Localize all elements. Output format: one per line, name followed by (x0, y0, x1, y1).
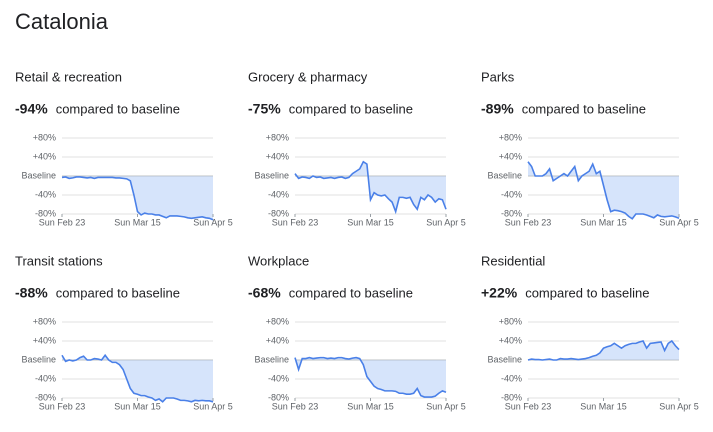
line (294, 356, 447, 398)
y-tick-label: Baseline (254, 354, 289, 364)
y-tick-label: -40% (268, 373, 289, 383)
x-tick-label: Sun Feb 23 (505, 401, 552, 411)
y-tick-label: +80% (499, 316, 522, 326)
y-tick-label: +40% (266, 151, 289, 161)
area (62, 355, 213, 402)
y-tick-label: -80% (35, 208, 56, 218)
area (295, 161, 446, 212)
y-tick-label: -40% (501, 373, 522, 383)
y-tick-label: +80% (33, 132, 56, 142)
y-tick-label: -40% (268, 189, 289, 199)
line (294, 160, 447, 215)
line (527, 161, 680, 220)
area (528, 341, 679, 360)
y-tick-label: -40% (35, 189, 56, 199)
headline: -89% (481, 101, 514, 117)
x-tick-label: Sun Apr 5 (426, 217, 466, 227)
y-tick-label: -80% (501, 392, 522, 402)
x-tick-label: Sun Feb 23 (39, 217, 86, 227)
y-tick-label: -40% (35, 373, 56, 383)
x-tick-label: Sun Feb 23 (505, 217, 552, 227)
x-tick-label: Sun Feb 23 (272, 217, 319, 227)
headline-suffix: compared to baseline (522, 101, 646, 116)
y-tick-label: +40% (266, 335, 289, 345)
y-tick-label: -80% (268, 208, 289, 218)
y-tick-label: +80% (266, 132, 289, 142)
chart-title: Grocery & pharmacy (248, 69, 368, 84)
y-tick-label: +40% (33, 151, 56, 161)
page-title: Catalonia (15, 9, 109, 34)
x-tick-label: Sun Apr 5 (426, 401, 466, 411)
x-tick-label: Sun Mar 15 (580, 217, 627, 227)
x-tick-label: Sun Apr 5 (659, 217, 699, 227)
y-tick-label: +40% (499, 151, 522, 161)
line (61, 353, 214, 403)
y-tick-label: Baseline (254, 170, 289, 180)
y-tick-label: -80% (501, 208, 522, 218)
chart-title: Transit stations (15, 253, 103, 268)
y-tick-label: +40% (499, 335, 522, 345)
chart-title: Parks (481, 69, 515, 84)
headline-suffix: compared to baseline (289, 101, 413, 116)
y-tick-label: Baseline (487, 354, 522, 364)
x-tick-label: Sun Mar 15 (347, 217, 394, 227)
y-tick-label: Baseline (487, 170, 522, 180)
x-tick-label: Sun Apr 5 (659, 401, 699, 411)
x-tick-label: Sun Mar 15 (580, 401, 627, 411)
headline: -75% (248, 101, 281, 117)
area (62, 176, 213, 220)
x-tick-label: Sun Feb 23 (272, 401, 319, 411)
area (295, 357, 446, 398)
line (527, 339, 680, 361)
headline-suffix: compared to baseline (56, 101, 180, 116)
headline: -94% (15, 101, 48, 117)
headline-suffix: compared to baseline (56, 285, 180, 300)
headline: -88% (15, 285, 48, 301)
x-tick-label: Sun Mar 15 (114, 401, 161, 411)
headline: -68% (248, 285, 281, 301)
chart-title: Residential (481, 253, 545, 268)
x-tick-label: Sun Mar 15 (347, 401, 394, 411)
y-tick-label: Baseline (21, 170, 56, 180)
y-tick-label: +80% (266, 316, 289, 326)
x-tick-label: Sun Apr 5 (193, 217, 233, 227)
line (61, 176, 214, 221)
y-tick-label: -80% (35, 392, 56, 402)
y-tick-label: +80% (499, 132, 522, 142)
headline: +22% (481, 285, 518, 301)
y-tick-label: +40% (33, 335, 56, 345)
headline-suffix: compared to baseline (289, 285, 413, 300)
x-tick-label: Sun Feb 23 (39, 401, 86, 411)
y-tick-label: -80% (268, 392, 289, 402)
x-tick-label: Sun Mar 15 (114, 217, 161, 227)
y-tick-label: +80% (33, 316, 56, 326)
y-tick-label: Baseline (21, 354, 56, 364)
headline-suffix: compared to baseline (525, 285, 649, 300)
x-tick-label: Sun Apr 5 (193, 401, 233, 411)
chart-title: Retail & recreation (15, 69, 122, 84)
chart-title: Workplace (248, 253, 309, 268)
y-tick-label: -40% (501, 189, 522, 199)
